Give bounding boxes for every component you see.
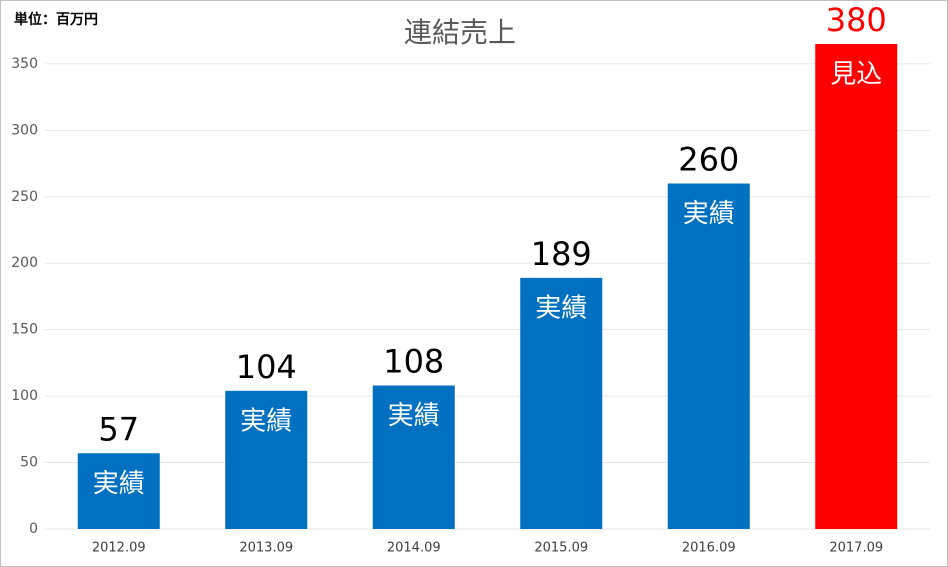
bar-label: 実績 — [535, 293, 587, 323]
value-label: 57 — [98, 410, 139, 448]
value-label: 108 — [383, 342, 444, 380]
x-tick-label: 2016.09 — [682, 541, 736, 556]
bar-label: 実績 — [240, 406, 292, 436]
bar — [225, 390, 308, 529]
value-label: 380 — [826, 1, 887, 39]
bar-label: 実績 — [93, 469, 145, 499]
bar — [372, 385, 455, 529]
bar — [667, 183, 750, 529]
y-tick-label: 250 — [11, 189, 38, 205]
value-label: 189 — [531, 235, 592, 273]
y-tick-label: 100 — [11, 388, 38, 404]
y-tick-label: 350 — [11, 56, 38, 72]
y-tick-label: 150 — [11, 322, 38, 338]
bar-label: 実績 — [388, 401, 440, 431]
x-tick-label: 2012.09 — [92, 541, 146, 556]
y-tick-label: 300 — [11, 122, 38, 138]
y-tick-label: 0 — [29, 521, 38, 537]
y-tick-label: 200 — [11, 255, 38, 271]
bar — [77, 453, 160, 529]
value-label: 104 — [236, 348, 297, 386]
chart-title: 連結売上 — [404, 16, 516, 49]
y-tick-label: 50 — [20, 455, 38, 471]
bar-label: 実績 — [683, 199, 735, 229]
x-tick-label: 2015.09 — [534, 541, 588, 556]
x-tick-label: 2014.09 — [387, 541, 441, 556]
x-tick-label: 2017.09 — [829, 541, 883, 556]
bar — [815, 44, 898, 530]
unit-note: 単位：百万円 — [14, 11, 98, 28]
bar-label: 見込 — [830, 60, 882, 90]
value-label: 260 — [678, 141, 739, 179]
grid — [45, 63, 930, 530]
bars — [77, 44, 898, 530]
x-tick-label: 2013.09 — [239, 541, 293, 556]
bar — [520, 277, 603, 529]
